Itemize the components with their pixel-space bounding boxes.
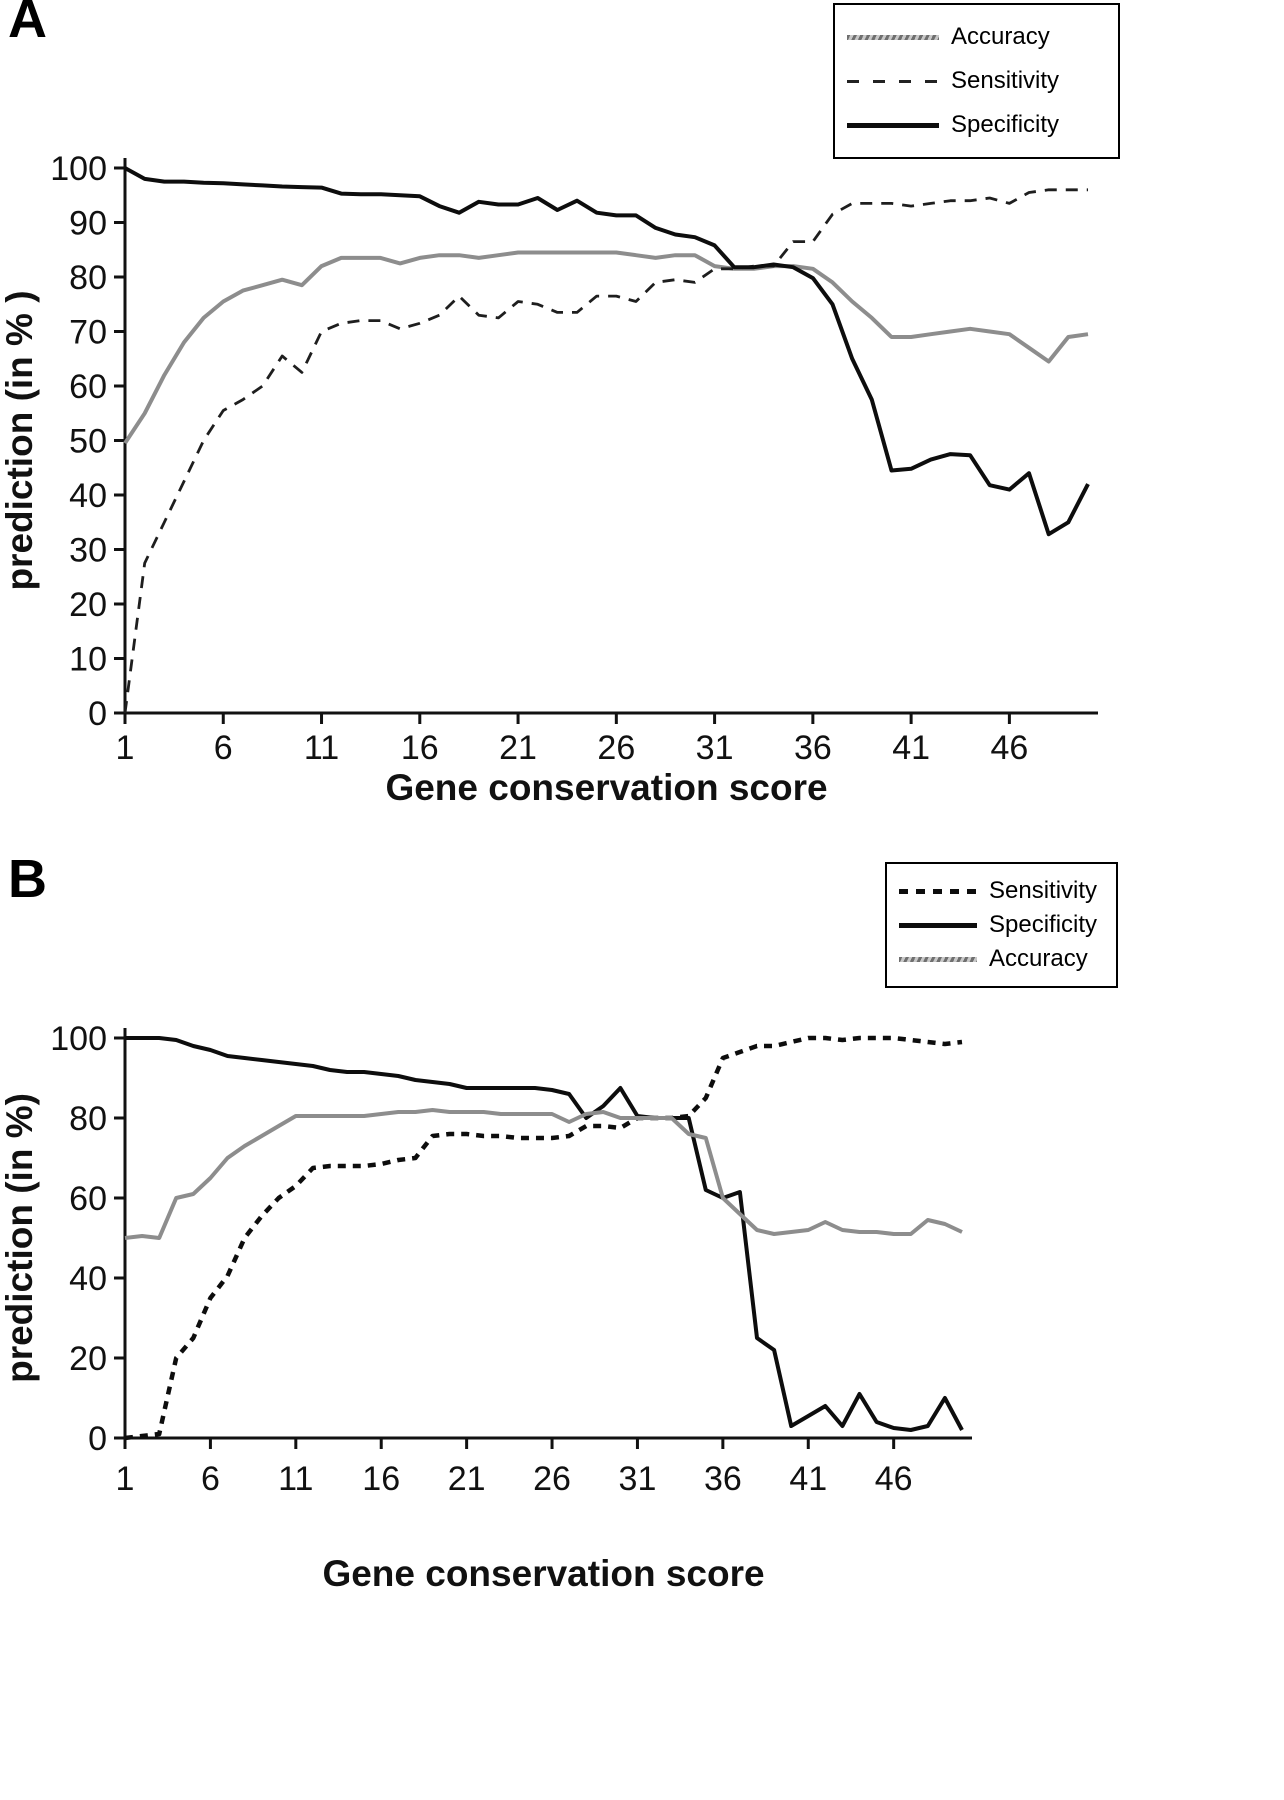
panel-b: 0 20 40 60 80 100 1 6 11 16 21 26 31 36 41 46 Gene conse… (0, 852, 1284, 1800)
svg-text:11: 11 (278, 1460, 313, 1498)
legend-label-accuracy: Accuracy (951, 23, 1050, 50)
legend-item-specificity: Specificity (899, 911, 1104, 939)
svg-text:40: 40 (69, 1260, 107, 1298)
specificity-line-swatch (899, 922, 977, 928)
svg-text:21: 21 (448, 1460, 486, 1498)
legend-label-sensitivity: Sensitivity (951, 67, 1060, 94)
svg-text:36: 36 (794, 729, 832, 767)
panel-a: 0 10 20 30 40 50 60 70 80 90 100 1 6 11 16 21 26 31 36 41 46… (0, 0, 1284, 860)
svg-text:31: 31 (619, 1460, 657, 1498)
panel-b-label: B (8, 849, 47, 909)
svg-text:26: 26 (597, 729, 635, 767)
svg-text:6: 6 (214, 729, 233, 767)
legend-item-accuracy: Accuracy (899, 945, 1104, 973)
svg-text:26: 26 (533, 1460, 571, 1498)
legend-label-accuracy: Accuracy (989, 945, 1088, 972)
legend-item-sensitivity: Sensitivity (899, 877, 1104, 905)
svg-text:1: 1 (116, 729, 135, 767)
sensitivity-line-swatch (847, 79, 939, 83)
svg-text:60: 60 (69, 368, 107, 406)
svg-text:16: 16 (401, 729, 439, 767)
svg-text:46: 46 (875, 1460, 913, 1498)
svg-text:46: 46 (990, 729, 1028, 767)
svg-text:Gene conservation score: Gene conservation score (385, 767, 827, 808)
legend-item-sensitivity: Sensitivity (847, 67, 1106, 95)
svg-text:40: 40 (69, 477, 107, 515)
svg-text:6: 6 (201, 1460, 220, 1498)
legend-label-sensitivity: Sensitivity (989, 877, 1098, 904)
svg-text:31: 31 (696, 729, 734, 767)
svg-text:60: 60 (69, 1180, 107, 1218)
svg-text:0: 0 (88, 1420, 107, 1458)
svg-text:0: 0 (88, 695, 107, 733)
svg-text:Gene conservation score: Gene conservation score (322, 1553, 764, 1594)
svg-text:80: 80 (69, 259, 107, 297)
svg-text:11: 11 (304, 729, 339, 767)
accuracy-line-swatch (899, 956, 977, 962)
svg-text:20: 20 (69, 1340, 107, 1378)
svg-text:90: 90 (69, 204, 107, 242)
svg-text:100: 100 (50, 150, 107, 188)
legend-a: Accuracy Sensitivity Specificity (833, 3, 1120, 159)
svg-text:36: 36 (704, 1460, 742, 1498)
svg-text:21: 21 (499, 729, 537, 767)
specificity-line-swatch (847, 122, 939, 128)
svg-text:10: 10 (69, 640, 107, 678)
panel-a-label: A (8, 0, 47, 49)
svg-text:41: 41 (789, 1460, 827, 1498)
svg-text:70: 70 (69, 313, 107, 351)
svg-text:41: 41 (892, 729, 930, 767)
svg-text:1: 1 (116, 1460, 135, 1498)
legend-label-specificity: Specificity (951, 111, 1060, 138)
legend-label-specificity: Specificity (989, 911, 1098, 938)
svg-text:prediction (in % ): prediction (in % ) (0, 290, 40, 590)
accuracy-line-swatch (847, 34, 939, 40)
svg-text:80: 80 (69, 1100, 107, 1138)
svg-text:30: 30 (69, 531, 107, 569)
svg-text:16: 16 (362, 1460, 400, 1498)
svg-text:50: 50 (69, 422, 107, 460)
svg-text:prediction (in %): prediction (in %) (0, 1093, 40, 1383)
sensitivity-line-swatch (899, 888, 977, 894)
legend-item-specificity: Specificity (847, 111, 1106, 139)
svg-text:20: 20 (69, 586, 107, 624)
legend-item-accuracy: Accuracy (847, 23, 1106, 51)
legend-b: Sensitivity Specificity Accuracy (885, 862, 1118, 988)
svg-text:100: 100 (50, 1020, 107, 1058)
